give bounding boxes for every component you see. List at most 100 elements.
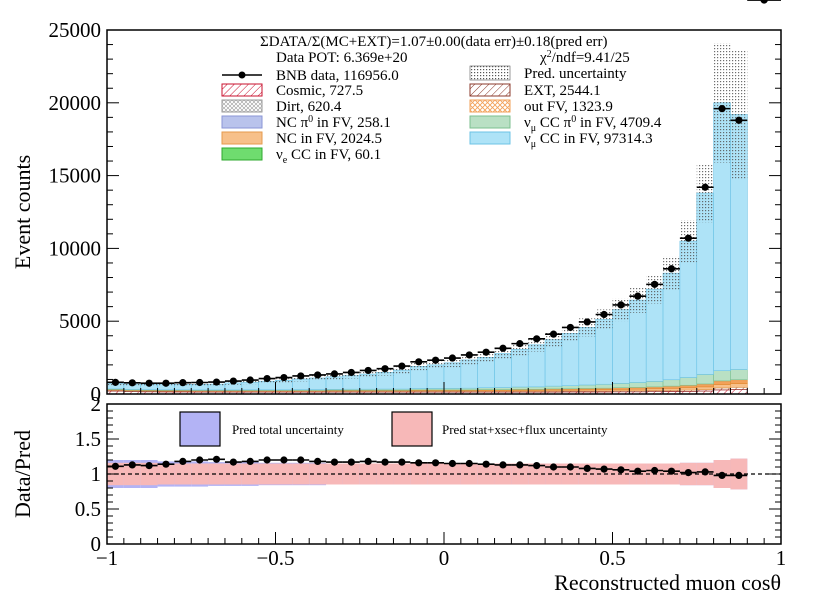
- bottom-x-axis: −1 −0.5 0 0.5 1: [96, 532, 786, 570]
- bottom-y-tick-label: 2: [91, 392, 102, 416]
- ratio-point: [431, 459, 440, 467]
- ratio-stat-unc-box: [376, 463, 394, 485]
- legend-entry-dirt: Dirt, 620.4: [221, 99, 342, 115]
- data-point: [431, 356, 440, 364]
- ratio-stat-unc-box: [258, 463, 276, 485]
- ratio-stat-unc-box: [208, 463, 225, 485]
- legend-label-pred-uncertainty: Pred. uncertainty: [524, 66, 627, 82]
- stack-bar-numucc_pi0: [511, 386, 529, 390]
- ratio-point: [381, 458, 389, 466]
- data-point: [499, 344, 507, 352]
- ratio-point: [701, 468, 709, 476]
- data-point: [583, 318, 591, 326]
- data-point: [314, 371, 322, 379]
- pred-uncertainty-box: [477, 352, 495, 363]
- ratio-point: [760, 0, 768, 4]
- top-y-tick-label: 10000: [49, 236, 102, 260]
- ratio-point: [398, 458, 406, 466]
- stack-bar-numucc_pi0: [544, 385, 563, 390]
- legend-label-numu-cc: νμ CC in FV, 97314.3: [524, 131, 653, 150]
- pred-uncertainty-box: [578, 318, 596, 337]
- pred-uncertainty-box: [427, 360, 444, 369]
- legend-label-dirt: Dirt, 620.4: [276, 99, 342, 115]
- legend-entry-nc: NC in FV, 2024.5: [221, 131, 382, 147]
- legend-entry-numu-cc-pi0: νμ CC π0 in FV, 4709.4: [469, 114, 662, 134]
- data-point: [533, 335, 541, 343]
- ratio-point: [718, 471, 726, 479]
- pred-uncertainty-box: [528, 338, 546, 352]
- stack-bar-outfv: [730, 379, 748, 384]
- data-point: [364, 366, 372, 375]
- ratio-point: [162, 460, 170, 468]
- data-point: [718, 105, 726, 113]
- ratio-point: [684, 469, 692, 477]
- data-point: [280, 373, 288, 382]
- ratio-point: [314, 457, 322, 465]
- ratio-stat-unc-box: [174, 463, 192, 485]
- data-point: [145, 379, 153, 387]
- stack-bar-numucc_pi0: [494, 387, 512, 390]
- pred-uncertainty-box: [612, 298, 630, 322]
- stack-bar-numucc_pi0: [527, 386, 546, 390]
- stack-bar-numucc_pi0: [713, 370, 731, 382]
- bottom-x-tick-label: 0.5: [599, 546, 625, 570]
- main-histogram-panel: 0 5000 10000 15000 20000 25000 Event counts: [10, 0, 782, 406]
- data-point: [617, 301, 625, 309]
- data-point: [398, 362, 406, 370]
- stack-bar-numucc_pi0: [730, 369, 748, 381]
- data-point: [701, 183, 709, 191]
- ratio-stat-unc-box: [123, 462, 141, 486]
- ratio-point: [482, 460, 490, 468]
- bottom-y-tick-label: 0: [91, 532, 102, 556]
- pred-uncertainty-box: [696, 163, 714, 223]
- pred-uncertainty-box: [545, 332, 562, 347]
- ratio-legend-total-label: Pred total uncertainty: [232, 422, 344, 437]
- ratio-point: [735, 471, 743, 479]
- ratio-point: [634, 467, 642, 475]
- pred-uncertainty-box: [663, 256, 680, 290]
- data-point: [684, 234, 692, 242]
- data-point: [549, 330, 558, 338]
- ratio-point: [263, 456, 271, 464]
- ratio-point: [583, 464, 591, 472]
- ratio-legend-total: Pred total uncertainty: [179, 411, 344, 447]
- stack-bar-numucc_pi0: [561, 385, 580, 390]
- data-point: [415, 358, 423, 366]
- data-point: [634, 292, 642, 300]
- legend-label-bnb-data: BNB data, 116956.0: [276, 68, 399, 84]
- ratio-legend-stat: Pred stat+xsec+flux uncertainty: [391, 411, 608, 447]
- legend-label-ext: EXT, 2544.1: [524, 83, 601, 99]
- ratio-point: [179, 457, 187, 465]
- ratio-panel: 0 0.5 1 1.5 2 −1 −0.5 0 0.5 1 Data/Pred Reconstr…: [10, 0, 786, 595]
- ratio-point: [330, 458, 339, 466]
- legend-entry-out-fv: out FV, 1323.9: [469, 99, 613, 115]
- stack-bar-numucc_pi0: [645, 381, 664, 388]
- stack-bar-outfv: [662, 385, 681, 389]
- top-y-axis-label: Event counts: [10, 155, 35, 269]
- data-point: [381, 365, 389, 373]
- ratio-stat-unc-box: [342, 463, 360, 485]
- ratio-point: [347, 458, 355, 466]
- stack-bar-numucc_pi0: [662, 379, 681, 387]
- stack-bar-ext: [730, 387, 748, 390]
- bottom-y-tick-label: 0.5: [75, 497, 101, 521]
- stack-bar-numucc_pi0: [696, 374, 714, 385]
- pred-uncertainty-box: [629, 287, 647, 313]
- ratio-point: [566, 463, 574, 471]
- ratio-legend-stat-label: Pred stat+xsec+flux uncertainty: [442, 422, 608, 437]
- ratio-point: [617, 466, 625, 474]
- bottom-y-axis: 0 0.5 1 1.5 2: [75, 392, 781, 556]
- legend-label-nc: NC in FV, 2024.5: [276, 131, 382, 147]
- ratio-point: [516, 461, 524, 469]
- pred-uncertainty-box: [460, 355, 478, 365]
- legend-entry-numu-cc: νμ CC in FV, 97314.3: [469, 131, 653, 150]
- data-point: [212, 378, 221, 386]
- stack-bar-outfv: [713, 380, 731, 385]
- ratio-point: [533, 462, 541, 470]
- top-y-tick-label: 15000: [49, 164, 102, 188]
- ratio-point: [229, 458, 237, 466]
- ratio-legend: Pred total uncertainty Pred stat+xsec+fl…: [179, 411, 608, 447]
- top-x-ticks: [106, 382, 782, 394]
- bottom-y-axis-label: Data/Pred: [10, 430, 35, 518]
